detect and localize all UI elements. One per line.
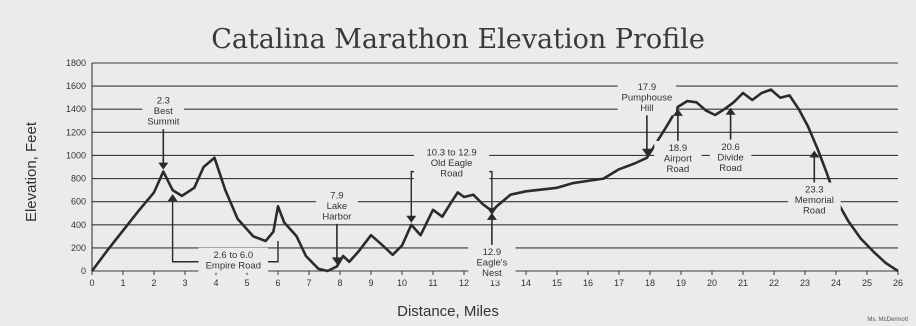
annotation-label-bg <box>468 244 516 281</box>
y-tick-label: 800 <box>71 174 86 184</box>
x-tick-label: 21 <box>738 278 748 288</box>
annotation-label: Empire Road <box>206 260 261 271</box>
x-tick-label: 17 <box>614 278 624 288</box>
annotation-label: 10.3 to 12.9 <box>427 148 477 159</box>
annotation-label: 2.3 <box>157 96 170 107</box>
annotation-arrowhead <box>158 162 169 170</box>
annotation-label: Memorial <box>795 195 834 206</box>
x-tick-label: 20 <box>707 278 717 288</box>
x-tick-label: 2 <box>151 278 156 288</box>
annotation-label: Hill <box>640 103 653 114</box>
annotation-label: 17.9 <box>638 82 657 93</box>
annotation-arrowhead <box>331 257 342 265</box>
x-tick-label: 1 <box>120 278 125 288</box>
annotation-arrowhead <box>725 107 736 115</box>
x-tick-label: 8 <box>337 278 342 288</box>
annotation-label: 7.9 <box>330 190 343 201</box>
annotation-label: 18.9 <box>669 143 688 154</box>
x-tick-label: 12 <box>459 278 469 288</box>
annotation-label: Road <box>803 206 826 217</box>
x-tick-label: 13 <box>490 278 500 288</box>
annotation-label: Nest <box>482 268 502 279</box>
annotation-label: Summit <box>147 117 180 128</box>
annotation-label-bg <box>617 79 677 116</box>
annotation-label: Best <box>154 106 173 117</box>
annotation-label-bg <box>198 247 269 273</box>
annotation-label: Eagle's <box>476 257 507 268</box>
annotation-label: Road <box>667 164 690 175</box>
annotation-arrowhead <box>486 212 497 220</box>
x-tick-label: 9 <box>368 278 373 288</box>
annotation-label: Harbor <box>322 211 351 222</box>
annotation-label-bg <box>316 188 358 224</box>
x-tick-label: 15 <box>552 278 562 288</box>
x-tick-label: 16 <box>583 278 593 288</box>
y-tick-label: 1000 <box>66 150 86 160</box>
annotation-arrowhead <box>406 215 417 223</box>
y-axis-label: Elevation, Feet <box>23 121 40 222</box>
annotation-label: 12.9 <box>483 247 502 258</box>
x-tick-label: 22 <box>769 278 779 288</box>
annotation-arrowhead <box>809 150 820 158</box>
x-tick-label: 19 <box>676 278 686 288</box>
x-tick-label: 6 <box>275 278 280 288</box>
annotation-label: Road <box>440 169 463 180</box>
y-tick-label: 200 <box>71 243 86 253</box>
x-tick-label: 25 <box>862 278 872 288</box>
x-tick-label: 23 <box>800 278 810 288</box>
y-tick-labels: 0 200 400 600 800 1000 1200 1400 1600 1800 <box>66 58 86 276</box>
y-tick-label: 600 <box>71 197 86 207</box>
y-tick-label: 0 <box>81 266 86 276</box>
annotation-arrowhead <box>641 148 652 156</box>
annotation-label-bg <box>709 139 752 176</box>
elevation-series <box>90 88 899 273</box>
annotation-label-bg <box>787 182 841 219</box>
x-tick-label: 4 <box>213 278 218 288</box>
credit-text: Ms. McDermott <box>867 317 908 323</box>
x-tick-label: 26 <box>893 278 903 288</box>
annotation-label: Airport <box>664 153 692 164</box>
y-tick-label: 1600 <box>66 81 86 91</box>
annotation-label: Old Eagle <box>431 158 473 169</box>
annotation-arrowhead <box>486 207 497 215</box>
elevation-line <box>90 88 899 273</box>
annotation-label: Road <box>719 163 742 174</box>
y-tick-label: 1200 <box>66 127 86 137</box>
annotation-label-bg <box>654 140 702 177</box>
annotation-arrowhead <box>167 194 178 202</box>
x-tick-label: 5 <box>244 278 249 288</box>
annotation-arrowhead <box>672 108 683 116</box>
y-tick-label: 1800 <box>66 58 86 68</box>
chart-title: Catalina Marathon Elevation Profile <box>211 24 705 55</box>
x-tick-labels: 0 1 2 3 4 5 6 7 8 9 10 11 12 13 14 15 16 17 18 19 20 21 22 23 24… <box>89 278 903 288</box>
annotation-label: 2.6 to 6.0 <box>213 250 253 261</box>
y-tick-label: 400 <box>71 220 86 230</box>
annotation-label-bg <box>414 145 490 182</box>
y-tick-label: 1400 <box>66 104 86 114</box>
x-axis-label: Distance, Miles <box>397 303 499 320</box>
x-tick-label: 10 <box>397 278 407 288</box>
annotation-label: Pumphouse <box>622 92 673 103</box>
annotation-label: Divide <box>717 152 743 163</box>
x-tick-label: 24 <box>831 278 841 288</box>
x-tick-label: 0 <box>89 278 94 288</box>
annotation-label: 23.3 <box>805 185 824 196</box>
x-tick-label: 14 <box>521 278 531 288</box>
annotation-label: Lake <box>327 201 348 212</box>
x-tick-label: 7 <box>306 278 311 288</box>
x-tick-label: 11 <box>428 278 437 288</box>
x-tick-label: 18 <box>645 278 655 288</box>
x-tick-label: 3 <box>182 278 187 288</box>
annotation-label-bg <box>142 93 185 130</box>
annotation-label: 20.6 <box>721 142 740 153</box>
